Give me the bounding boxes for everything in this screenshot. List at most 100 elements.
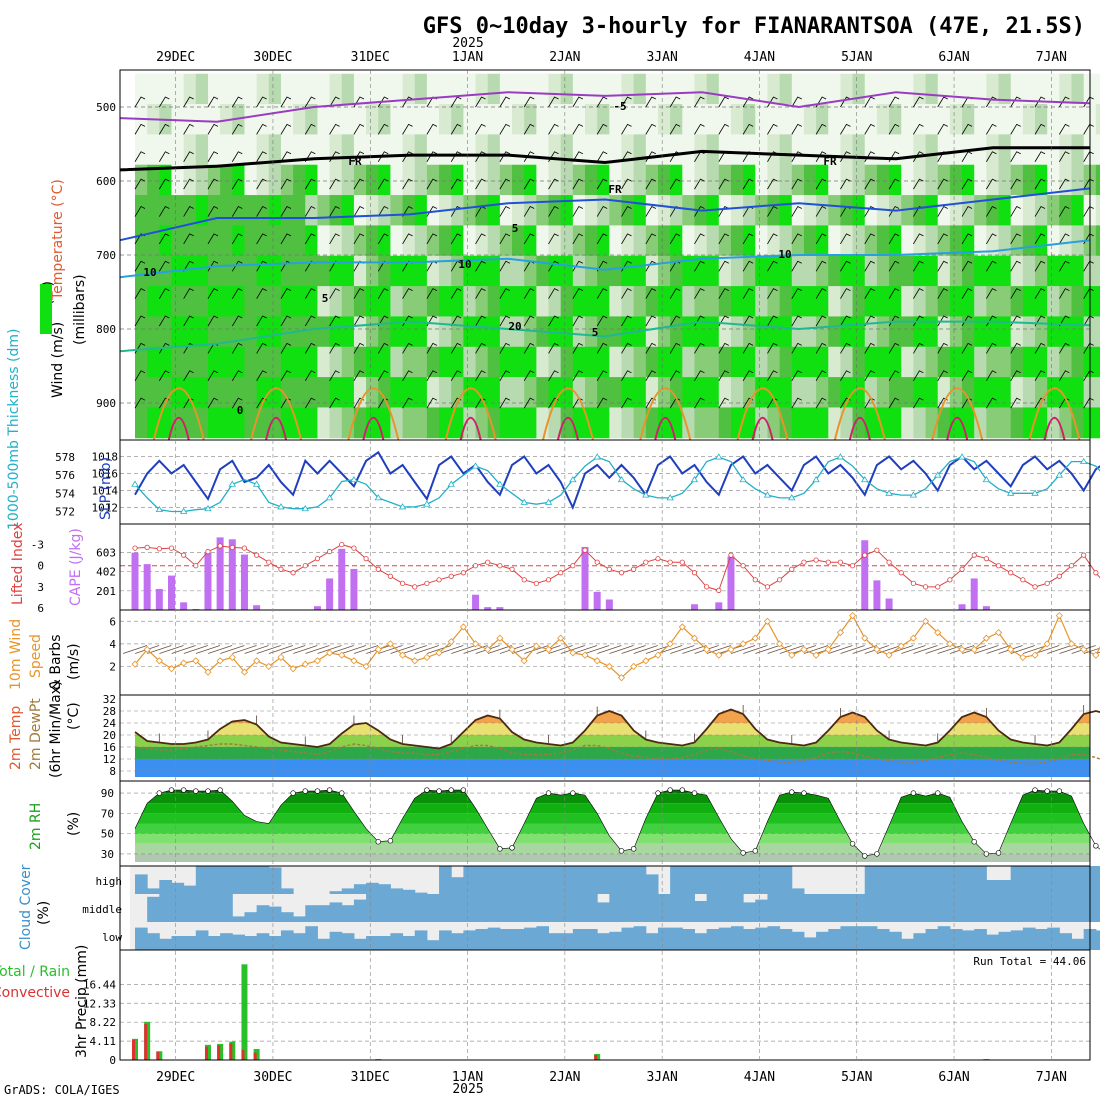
wind-barb [767, 260, 778, 272]
wind-barb [329, 233, 340, 245]
rh-shade-cell [949, 195, 963, 226]
wind-speed-marker [313, 657, 322, 665]
cloud-bar [779, 866, 793, 894]
rh-shade-cell [329, 73, 343, 105]
rh-shade-cell [585, 164, 598, 196]
cloud-bar [1071, 866, 1085, 894]
rh-shade-cell [548, 195, 562, 226]
wind-barb [718, 288, 729, 299]
cape-bar [350, 568, 358, 610]
wind-barb [426, 178, 438, 190]
rh-shade-cell [864, 73, 878, 105]
cloud-bar [159, 880, 172, 894]
wind-speed-marker [289, 665, 297, 673]
li-tick-label: 0 [37, 560, 44, 573]
rh-shade-cell [305, 316, 318, 348]
rh-shade-cell [585, 346, 598, 378]
rh-shade-cell [986, 316, 1000, 348]
wind-barb [207, 96, 219, 108]
rh-shade-cell [560, 255, 574, 287]
rh-shade-cell [816, 346, 829, 378]
rh-shade-cell [682, 134, 695, 166]
cloud-bar [512, 866, 525, 894]
cloud-bar [463, 930, 477, 950]
wind-barb [353, 205, 365, 217]
li-marker [533, 580, 539, 586]
rh-shade-cell [998, 73, 1012, 105]
wind-barb [694, 397, 705, 409]
rh-shade-cell [220, 195, 233, 226]
rh-shade-cell [268, 316, 282, 348]
wind-barb [913, 288, 924, 299]
rh-shade-cell [341, 346, 355, 378]
cloud-bar [548, 866, 562, 894]
rh-shade-cell [135, 134, 148, 166]
wind-barb-10m [755, 645, 780, 654]
cloud-bar [767, 926, 781, 950]
wind-barb [621, 205, 632, 217]
rh-shade-cell [426, 346, 440, 378]
cloud-bar [743, 929, 756, 950]
rh-shade-cell [317, 316, 331, 348]
rh-shade-cell [767, 73, 781, 105]
rh-axis-label: 2m RH [28, 803, 44, 850]
hot-contour [946, 417, 969, 441]
rh-shade-cell [743, 225, 756, 257]
rh-shade-cell [475, 225, 489, 257]
rh-shade-cell [280, 346, 294, 378]
rh-shade-cell [597, 164, 610, 196]
rh-shade-cell [487, 346, 501, 378]
wind-barb [864, 315, 875, 327]
rh-shade-cell [962, 407, 975, 439]
rh-marker [448, 787, 454, 793]
wind-barb [207, 178, 219, 190]
wind-barb [231, 151, 243, 162]
rh-marker [752, 848, 758, 854]
rh-shade-cell [135, 73, 148, 105]
precip-axis-label: 3hr Precip (mm) [74, 945, 90, 1058]
rh-shade-cell [949, 377, 963, 408]
cloud-row-label: middle [82, 903, 122, 916]
wind-barb [207, 233, 219, 245]
wind-barb [815, 397, 827, 409]
wind-speed-marker [921, 617, 930, 625]
rh-shade-cell [512, 164, 525, 196]
wind-speed-marker [557, 634, 565, 642]
cloud-bar [694, 866, 708, 894]
wind-barb-10m [305, 645, 330, 654]
wind-barb [231, 178, 243, 190]
wind-barb [475, 370, 486, 382]
rh-shade-cell [1047, 164, 1060, 196]
rh-shade-cell [974, 104, 987, 135]
wind-barb-10m [901, 645, 926, 654]
cloud-bar [499, 894, 513, 922]
wind-barb [718, 178, 729, 190]
rh-shade-cell [876, 73, 890, 105]
wind-speed-marker [654, 651, 662, 659]
wind-barb [815, 205, 827, 217]
cloud-bar [475, 929, 489, 950]
cloud-row-label: high [96, 875, 123, 888]
rh-shade-cell [706, 225, 720, 257]
rh-shade-cell [949, 346, 963, 378]
rh-shade-cell [341, 73, 355, 105]
rh-shade-cell [463, 377, 477, 408]
rh-shade-cell [755, 134, 768, 166]
rh-shade-cell [244, 377, 258, 408]
rh-shade-cell [1095, 255, 1100, 287]
wind-barb [426, 288, 438, 299]
wind-barb [986, 151, 997, 162]
rh-shade-cell [171, 195, 185, 226]
li-marker [922, 584, 929, 590]
rh-shade-cell [183, 255, 197, 287]
wind-speed-marker [897, 642, 905, 650]
wind-barb [937, 96, 948, 108]
wind-barb [718, 370, 729, 382]
rh-shade-cell [633, 134, 647, 166]
wind-barb [329, 178, 340, 190]
wind-speed-marker [508, 645, 516, 654]
wind-speed-marker [326, 649, 334, 657]
wind-barb [499, 151, 511, 162]
wind-barb [718, 397, 729, 409]
isotherm-label: 10 [778, 248, 791, 261]
